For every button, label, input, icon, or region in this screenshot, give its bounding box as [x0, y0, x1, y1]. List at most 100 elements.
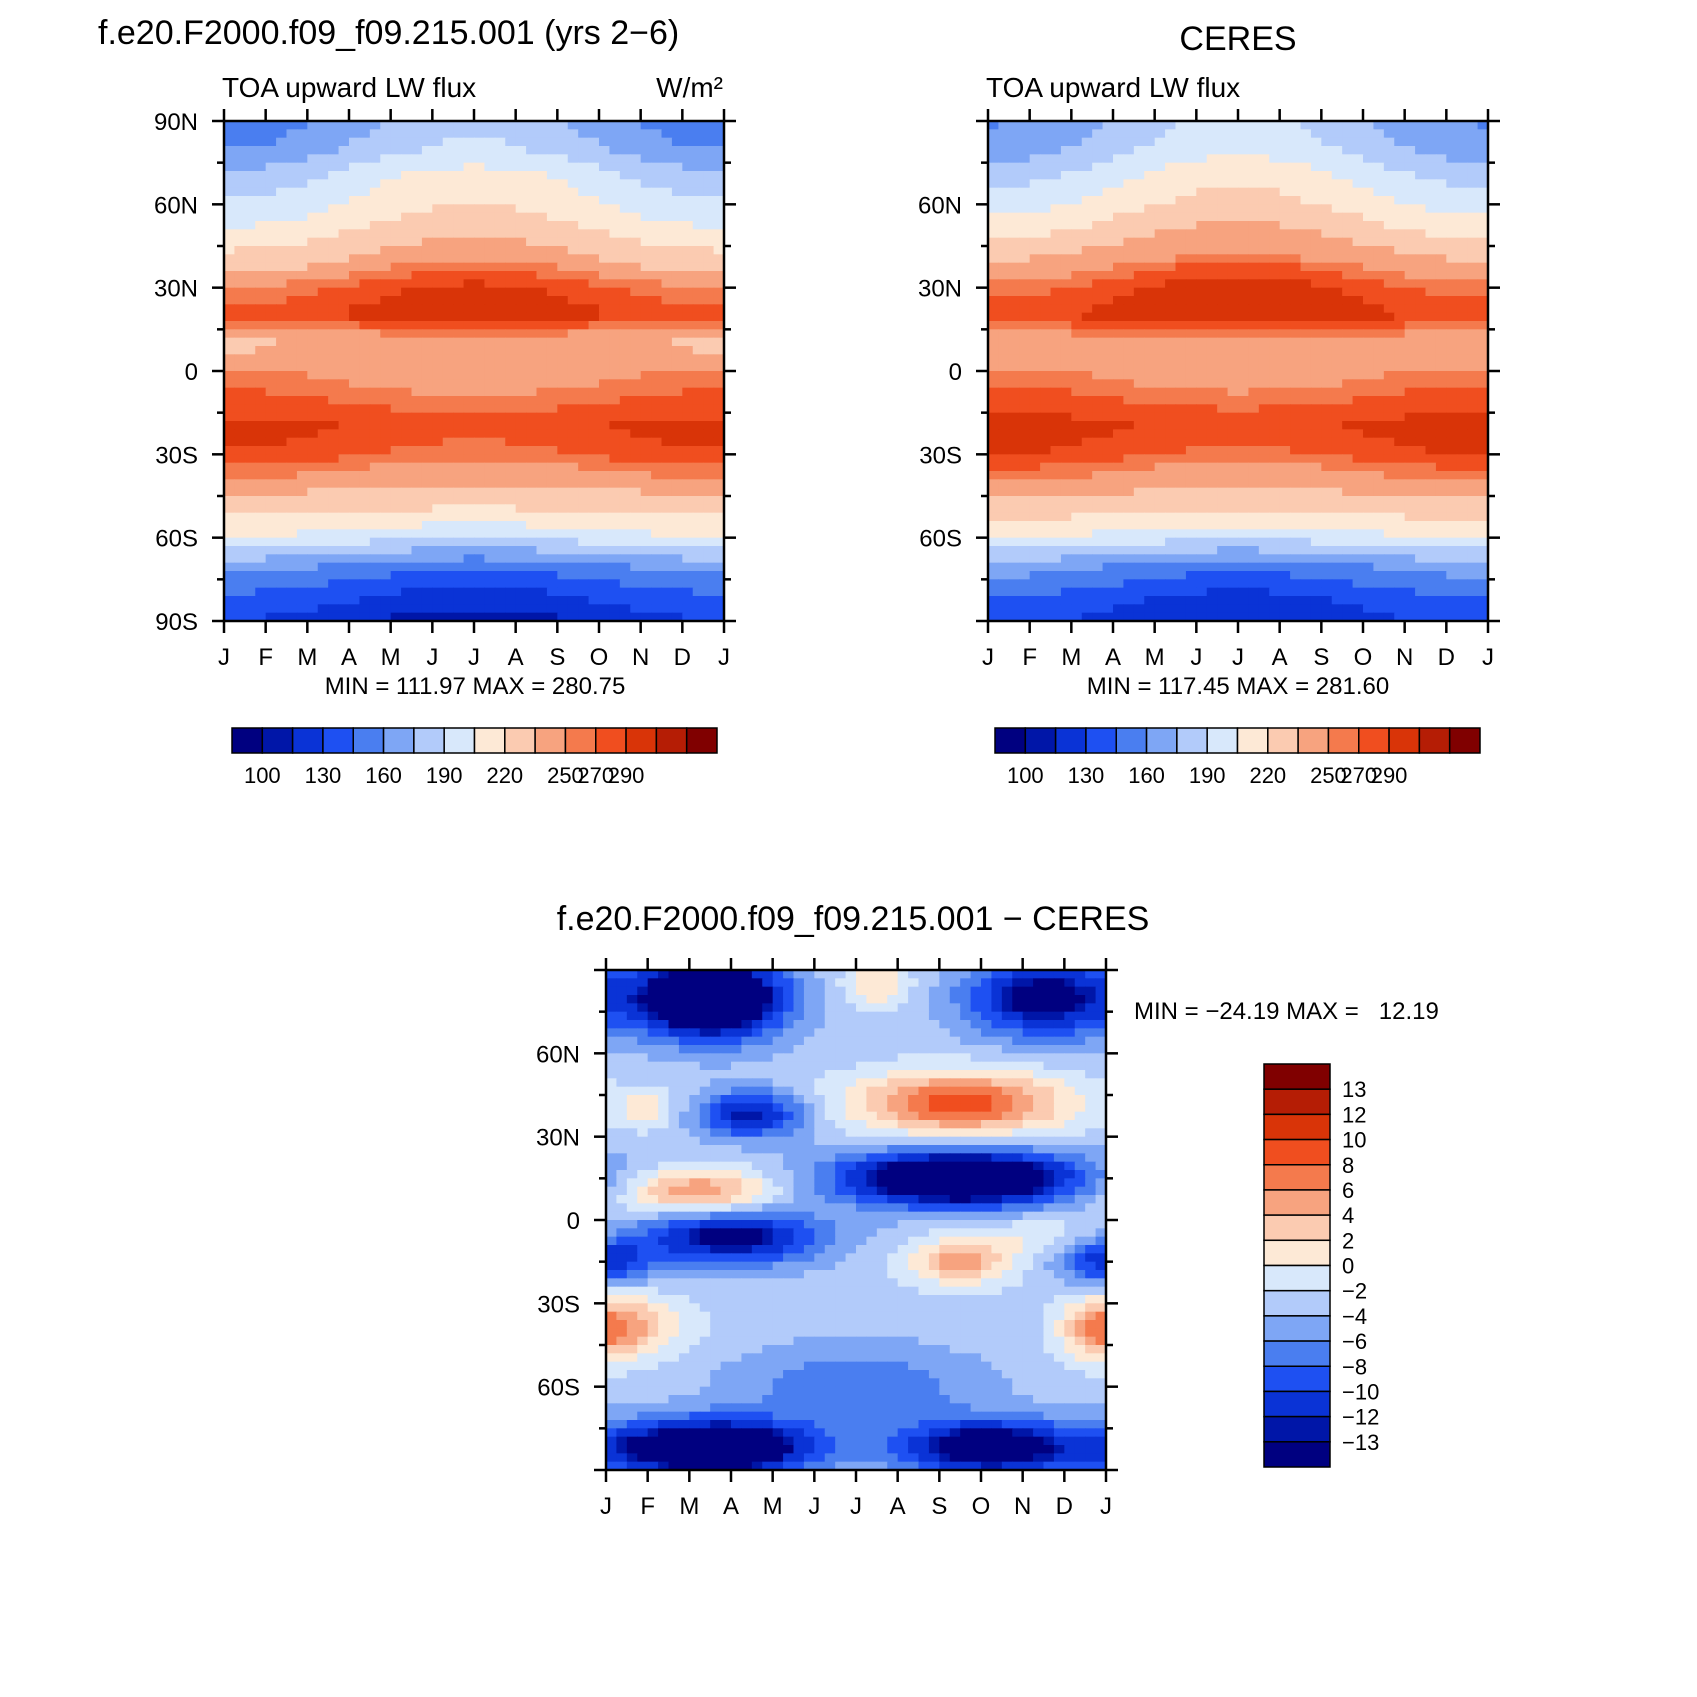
contour-cell [588, 596, 600, 605]
contour-cell [1363, 204, 1375, 214]
contour-cell [661, 287, 673, 297]
contour-cell [463, 412, 475, 422]
contour-cell [619, 596, 631, 605]
contour-cell [1425, 229, 1437, 239]
contour-cell [1123, 321, 1135, 330]
contour-cell [380, 512, 392, 522]
contour-cell [651, 421, 663, 430]
contour-cell [1310, 212, 1322, 222]
contour-cell [380, 154, 392, 164]
contour-cell [1081, 179, 1093, 189]
contour-cell [359, 571, 371, 580]
contour-cell [1467, 404, 1479, 414]
contour-cell [359, 379, 371, 389]
contour-cell [296, 171, 308, 180]
contour-cell [421, 187, 433, 197]
contour-cell [1258, 154, 1270, 164]
contour-cell [244, 571, 256, 580]
contour-cell [1050, 396, 1062, 405]
colorbar-box [564, 727, 597, 754]
contour-cell [526, 221, 538, 230]
contour-cell [276, 212, 288, 222]
contour-cell [328, 346, 340, 355]
contour-cell [640, 304, 652, 314]
contour-cell [1415, 237, 1427, 247]
contour-cell [1383, 179, 1395, 189]
contour-cell [703, 129, 715, 139]
contour-cell [609, 512, 621, 522]
contour-cell [998, 171, 1010, 180]
contour-cell [1248, 454, 1260, 464]
contour-cell [317, 162, 329, 172]
contour-cell [713, 479, 725, 489]
contour-cell [380, 496, 392, 505]
contour-cell [578, 137, 590, 147]
contour-cell [1300, 271, 1312, 280]
contour-cell [369, 412, 381, 422]
contour-cell [265, 171, 277, 180]
contour-cell [1425, 454, 1437, 464]
contour-cell [1258, 437, 1270, 447]
contour-cell [526, 387, 538, 397]
contour-cell [338, 521, 350, 530]
contour-cell [1331, 337, 1343, 347]
contour-cell [526, 212, 538, 222]
contour-cell [599, 146, 611, 155]
colorbar-label: 270 [577, 763, 614, 788]
contour-cell [1113, 379, 1125, 389]
x-tick-label: O [590, 644, 609, 671]
contour-cell [1415, 329, 1427, 339]
contour-cell [359, 254, 371, 264]
contour-cell [484, 312, 496, 322]
contour-cell [578, 587, 590, 597]
contour-cell [599, 487, 611, 497]
contour-cell [442, 596, 454, 605]
contour-cell [494, 196, 506, 205]
contour-cell [224, 187, 236, 197]
contour-cell [1467, 437, 1479, 447]
contour-cell [1060, 287, 1072, 297]
contour-cell [1446, 287, 1458, 297]
contour-cell [1383, 279, 1395, 289]
contour-cell [1154, 221, 1166, 230]
contour-cell [1258, 279, 1270, 289]
contour-cell [359, 596, 371, 605]
contour-cell [1060, 329, 1072, 339]
contour-cell [359, 546, 371, 555]
contour-cell [567, 496, 579, 505]
contour-cell [713, 337, 725, 347]
contour-cell [505, 462, 517, 472]
contour-cell [578, 362, 590, 372]
contour-cell [401, 346, 413, 355]
contour-cell [588, 187, 600, 197]
contour-cell [369, 396, 381, 405]
contour-cell [546, 454, 558, 464]
contour-cell [463, 212, 475, 222]
contour-cell [1363, 212, 1375, 222]
contour-cell [682, 271, 694, 280]
contour-cell [453, 246, 465, 255]
contour-cell [401, 296, 413, 305]
contour-cell [1185, 412, 1197, 422]
contour-cell [1383, 121, 1395, 130]
contour-cell [1071, 412, 1083, 422]
contour-cell [1154, 346, 1166, 355]
contour-cell [1123, 254, 1135, 264]
contour-cell [640, 379, 652, 389]
contour-cell [1258, 204, 1270, 214]
contour-cell [390, 196, 402, 205]
contour-cell [432, 221, 444, 230]
contour-cell [1363, 421, 1375, 430]
contour-cell [328, 187, 340, 197]
contour-cell [1404, 396, 1416, 405]
contour-cell [463, 454, 475, 464]
contour-cell [432, 312, 444, 322]
contour-cell [224, 196, 236, 205]
contour-cell [692, 554, 704, 564]
contour-cell [1154, 387, 1166, 397]
contour-cell [1352, 254, 1364, 264]
contour-cell [619, 196, 631, 205]
contour-cell [546, 404, 558, 414]
contour-cell [1060, 246, 1072, 255]
contour-cell [265, 371, 277, 380]
